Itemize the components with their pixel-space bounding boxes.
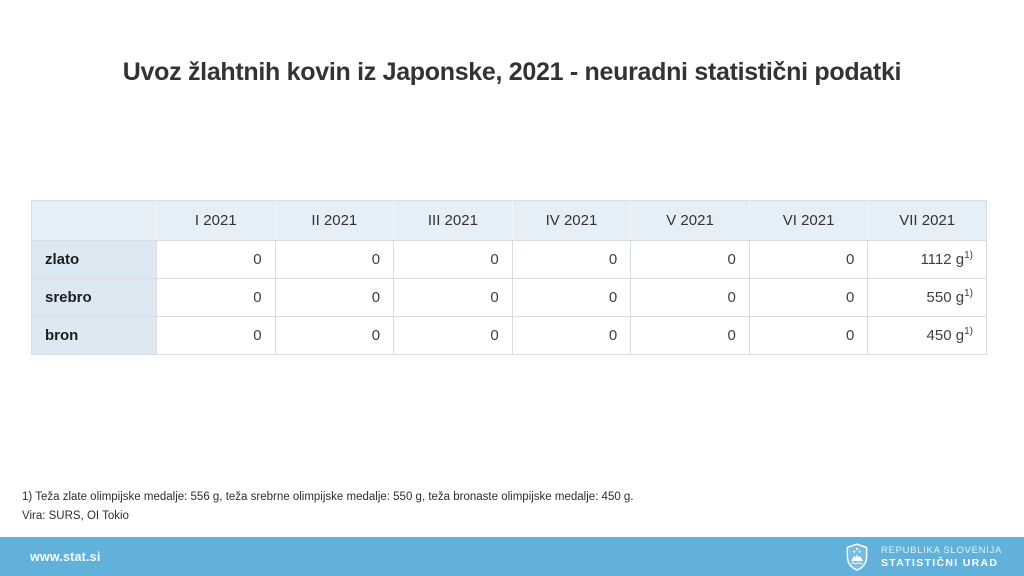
column-header: IV 2021	[511, 200, 632, 241]
footnote: 1) Teža zlate olimpijske medalje: 556 g,…	[22, 488, 634, 526]
value-cell: 0	[274, 316, 395, 355]
column-header: V 2021	[630, 200, 750, 241]
value-text: 450 g	[926, 327, 965, 344]
value-cell: 0	[274, 240, 395, 279]
row-label: bron	[31, 316, 157, 355]
column-header: II 2021	[274, 200, 395, 241]
footer-bar: www.stat.si REPUBLIKA SLOVENIJA STATISTI…	[0, 537, 1024, 576]
org-line-republic: REPUBLIKA SLOVENIJA	[880, 544, 1002, 556]
value-cell: 0	[156, 240, 276, 279]
table-corner-cell	[31, 200, 157, 241]
column-header: III 2021	[393, 200, 513, 241]
value-cell: 0	[511, 240, 632, 279]
org-line-office: STATISTIČNI URAD	[880, 556, 999, 569]
value-cell: 0	[748, 240, 869, 279]
slovenia-coat-of-arms-icon	[846, 542, 868, 571]
statistical-office-logo: REPUBLIKA SLOVENIJA STATISTIČNI URAD	[846, 542, 1002, 571]
data-table: I 2021 II 2021 III 2021 IV 2021 V 2021 V…	[31, 200, 987, 355]
value-cell: 0	[748, 278, 869, 317]
footnote-marker: 1)	[964, 288, 973, 299]
footer-url: www.stat.si	[30, 549, 101, 564]
column-header: VII 2021	[867, 200, 987, 241]
data-table-container: I 2021 II 2021 III 2021 IV 2021 V 2021 V…	[31, 200, 987, 355]
value-cell: 0	[511, 316, 632, 355]
value-text: 550 g	[926, 289, 965, 306]
table-row: zlato 0 0 0 0 0 0 1112 g1)	[31, 240, 987, 279]
value-cell: 0	[630, 240, 750, 279]
value-cell: 0	[274, 278, 395, 317]
july-value-cell: 550 g1)	[867, 278, 987, 317]
column-header: VI 2021	[748, 200, 869, 241]
row-label: zlato	[31, 240, 157, 279]
table-row: bron 0 0 0 0 0 0 450 g1)	[31, 316, 987, 355]
value-cell: 0	[156, 278, 276, 317]
page-title: Uvoz žlahtnih kovin iz Japonske, 2021 - …	[122, 58, 902, 86]
value-cell: 0	[511, 278, 632, 317]
footnote-marker: 1)	[964, 326, 973, 337]
org-text: REPUBLIKA SLOVENIJA STATISTIČNI URAD	[881, 545, 1002, 569]
value-cell: 0	[393, 316, 513, 355]
value-cell: 0	[393, 240, 513, 279]
value-cell: 0	[630, 278, 750, 317]
value-cell: 0	[748, 316, 869, 355]
header-row: I 2021 II 2021 III 2021 IV 2021 V 2021 V…	[31, 200, 987, 241]
july-value-cell: 450 g1)	[867, 316, 987, 355]
footnote-line: 1) Teža zlate olimpijske medalje: 556 g,…	[22, 491, 634, 503]
table-row: srebro 0 0 0 0 0 0 550 g1)	[31, 278, 987, 317]
source-line: Vira: SURS, OI Tokio	[22, 510, 129, 522]
value-cell: 0	[156, 316, 276, 355]
july-value-cell: 1112 g1)	[867, 240, 987, 279]
row-label: srebro	[31, 278, 157, 317]
value-cell: 0	[393, 278, 513, 317]
value-cell: 0	[630, 316, 750, 355]
footnote-marker: 1)	[964, 250, 973, 261]
value-text: 1112 g	[920, 251, 965, 268]
column-header: I 2021	[156, 200, 276, 241]
